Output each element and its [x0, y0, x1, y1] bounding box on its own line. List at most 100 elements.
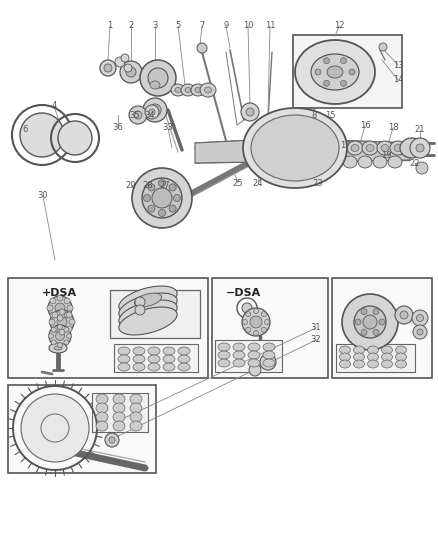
Circle shape	[134, 111, 142, 119]
Circle shape	[246, 312, 251, 317]
Circle shape	[159, 209, 166, 216]
Circle shape	[58, 121, 92, 155]
Ellipse shape	[113, 421, 125, 431]
Text: 33: 33	[162, 124, 173, 133]
Ellipse shape	[178, 347, 190, 355]
Circle shape	[410, 138, 430, 158]
Ellipse shape	[119, 300, 177, 328]
Circle shape	[173, 195, 180, 201]
Circle shape	[400, 311, 408, 319]
Circle shape	[373, 309, 379, 314]
Circle shape	[115, 57, 125, 67]
Ellipse shape	[396, 353, 406, 361]
Ellipse shape	[381, 353, 392, 361]
Ellipse shape	[362, 141, 378, 155]
Ellipse shape	[96, 394, 108, 404]
Circle shape	[416, 144, 424, 152]
Ellipse shape	[148, 347, 160, 355]
Circle shape	[64, 312, 70, 318]
Ellipse shape	[148, 355, 160, 363]
Text: 3: 3	[152, 21, 158, 30]
Text: 13: 13	[393, 61, 403, 69]
Ellipse shape	[178, 355, 190, 363]
Ellipse shape	[119, 293, 177, 321]
Bar	[336, 344, 415, 372]
Circle shape	[57, 325, 63, 329]
Ellipse shape	[133, 355, 145, 363]
Ellipse shape	[353, 353, 364, 361]
Circle shape	[140, 60, 176, 96]
Circle shape	[169, 184, 176, 191]
Ellipse shape	[195, 87, 201, 93]
Ellipse shape	[351, 144, 359, 151]
Ellipse shape	[185, 87, 191, 93]
Ellipse shape	[175, 87, 181, 93]
Ellipse shape	[390, 141, 406, 155]
Circle shape	[57, 317, 67, 327]
Ellipse shape	[205, 87, 212, 93]
Ellipse shape	[233, 351, 245, 359]
Circle shape	[310, 73, 318, 81]
Ellipse shape	[347, 141, 363, 155]
Circle shape	[120, 61, 142, 83]
Ellipse shape	[130, 394, 142, 404]
Circle shape	[355, 319, 361, 325]
Ellipse shape	[248, 343, 260, 351]
Text: 9: 9	[223, 21, 229, 30]
Circle shape	[57, 315, 63, 321]
Circle shape	[246, 108, 254, 116]
Polygon shape	[195, 140, 255, 163]
Text: +DSA: +DSA	[42, 288, 77, 298]
Circle shape	[55, 303, 65, 313]
Ellipse shape	[96, 421, 108, 431]
Circle shape	[379, 43, 387, 51]
Text: 16: 16	[360, 122, 370, 131]
Text: 11: 11	[265, 21, 275, 30]
Text: 6: 6	[22, 125, 28, 134]
Circle shape	[152, 188, 172, 208]
Circle shape	[47, 305, 53, 311]
Text: 4: 4	[51, 101, 57, 110]
Ellipse shape	[339, 346, 350, 354]
Bar	[110, 290, 200, 338]
Text: 18: 18	[388, 124, 398, 133]
Circle shape	[100, 60, 116, 76]
Circle shape	[412, 310, 428, 326]
Text: 28: 28	[143, 182, 153, 190]
Text: 35: 35	[130, 111, 140, 120]
Circle shape	[52, 326, 58, 332]
Circle shape	[64, 340, 69, 345]
Ellipse shape	[353, 346, 364, 354]
Circle shape	[142, 178, 182, 218]
Circle shape	[417, 329, 423, 335]
Ellipse shape	[263, 351, 275, 359]
Ellipse shape	[134, 293, 162, 307]
Text: 17: 17	[340, 141, 350, 150]
Circle shape	[342, 294, 398, 350]
Ellipse shape	[400, 138, 424, 158]
Circle shape	[249, 364, 261, 376]
Ellipse shape	[163, 347, 175, 355]
Ellipse shape	[248, 351, 260, 359]
Ellipse shape	[171, 84, 185, 96]
Circle shape	[265, 319, 269, 325]
Ellipse shape	[394, 144, 402, 151]
Circle shape	[149, 104, 161, 116]
Ellipse shape	[119, 286, 177, 314]
Text: 19: 19	[381, 150, 391, 159]
Text: 30: 30	[38, 191, 48, 200]
Text: 15: 15	[325, 111, 335, 120]
Text: 36: 36	[113, 124, 124, 133]
Circle shape	[59, 309, 65, 315]
Ellipse shape	[263, 359, 275, 367]
Circle shape	[149, 109, 155, 115]
Circle shape	[254, 309, 258, 313]
Text: 21: 21	[415, 125, 425, 134]
Ellipse shape	[148, 363, 160, 371]
Bar	[293, 35, 402, 108]
Circle shape	[242, 303, 252, 313]
Circle shape	[197, 43, 207, 53]
Circle shape	[109, 437, 115, 443]
Circle shape	[129, 106, 147, 124]
Circle shape	[105, 433, 119, 447]
